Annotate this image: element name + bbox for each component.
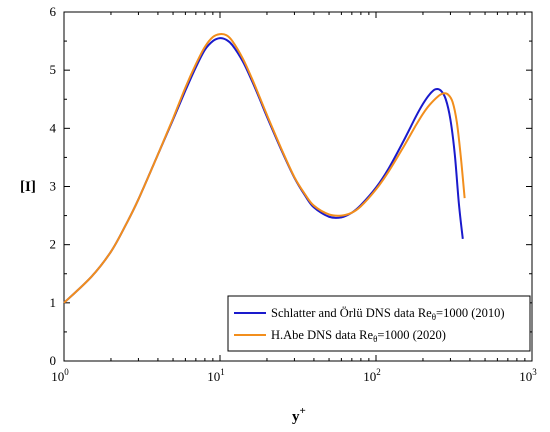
y-tick-label: 5 [50,62,57,77]
y-tick-label: 2 [50,237,57,252]
x-axis-label-text: y [292,409,300,425]
svg-text:y+: y+ [292,405,306,425]
series-line-2 [63,32,466,304]
x-axis-label-sup: + [300,405,306,417]
y-axis-label: [I] [20,179,36,195]
x-tick-label: 102 [363,367,381,384]
y-tick-label: 0 [50,353,57,368]
x-axis-label: y+ [292,405,306,425]
y-tick-label: 1 [50,295,57,310]
legend-entry-series-1: Schlatter and Örlü DNS data Reθ=1000 (20… [271,306,505,322]
y-tick-label: 6 [50,4,57,19]
x-tick-label: 101 [207,367,225,384]
series-line-1 [63,37,464,304]
legend-box [227,295,531,352]
y-tick-label: 4 [50,120,57,135]
legend-entry-series-2: H.Abe DNS data Reθ=1000 (2020) [271,328,446,344]
series-lines [63,32,466,304]
x-tick-label: 100 [51,367,69,384]
tick-labels: 0 1 2 3 4 5 6 100 101 102 103 [50,4,538,384]
y-axis-label-text: [I] [20,179,36,195]
legend: Schlatter and Örlü DNS data Reθ=1000 (20… [227,295,531,352]
x-tick-label: 103 [519,367,537,384]
y-tick-label: 3 [50,179,57,194]
